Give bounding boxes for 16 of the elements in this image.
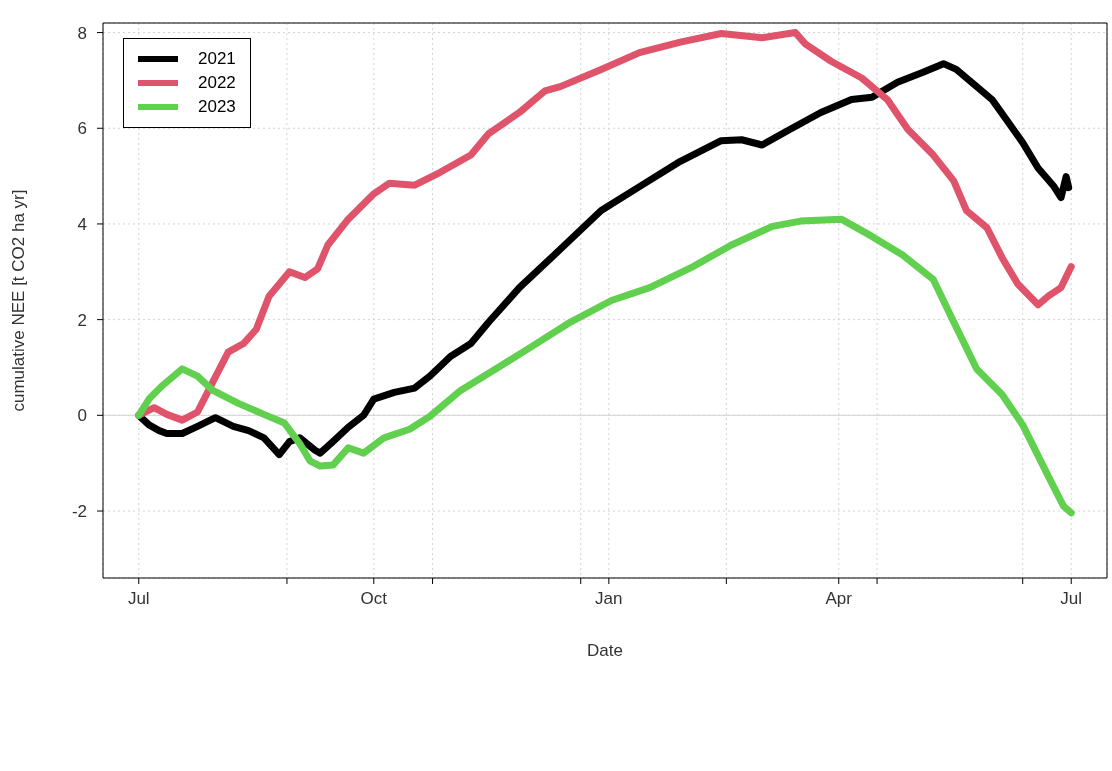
x-tick-label: Jan: [595, 589, 623, 609]
x-tick-label: Jul: [127, 589, 150, 609]
x-tick-label: Apr: [825, 589, 853, 609]
x-tick-label: Jul: [1060, 589, 1083, 609]
legend-label: 2021: [198, 49, 236, 69]
y-axis-title: cumulative NEE [t CO2 ha yr]: [9, 189, 29, 412]
x-tick-label: Oct: [360, 589, 388, 609]
legend-label: 2022: [198, 73, 236, 93]
x-axis-title: Date: [587, 641, 623, 660]
y-tick-label: 4: [77, 214, 87, 234]
y-tick-label: -2: [71, 502, 87, 522]
y-tick-label: 8: [77, 23, 87, 43]
y-tick-label: 0: [77, 406, 87, 426]
legend-label: 2023: [198, 97, 236, 117]
y-tick-label: 2: [77, 310, 87, 330]
y-tick-label: 6: [77, 119, 87, 139]
